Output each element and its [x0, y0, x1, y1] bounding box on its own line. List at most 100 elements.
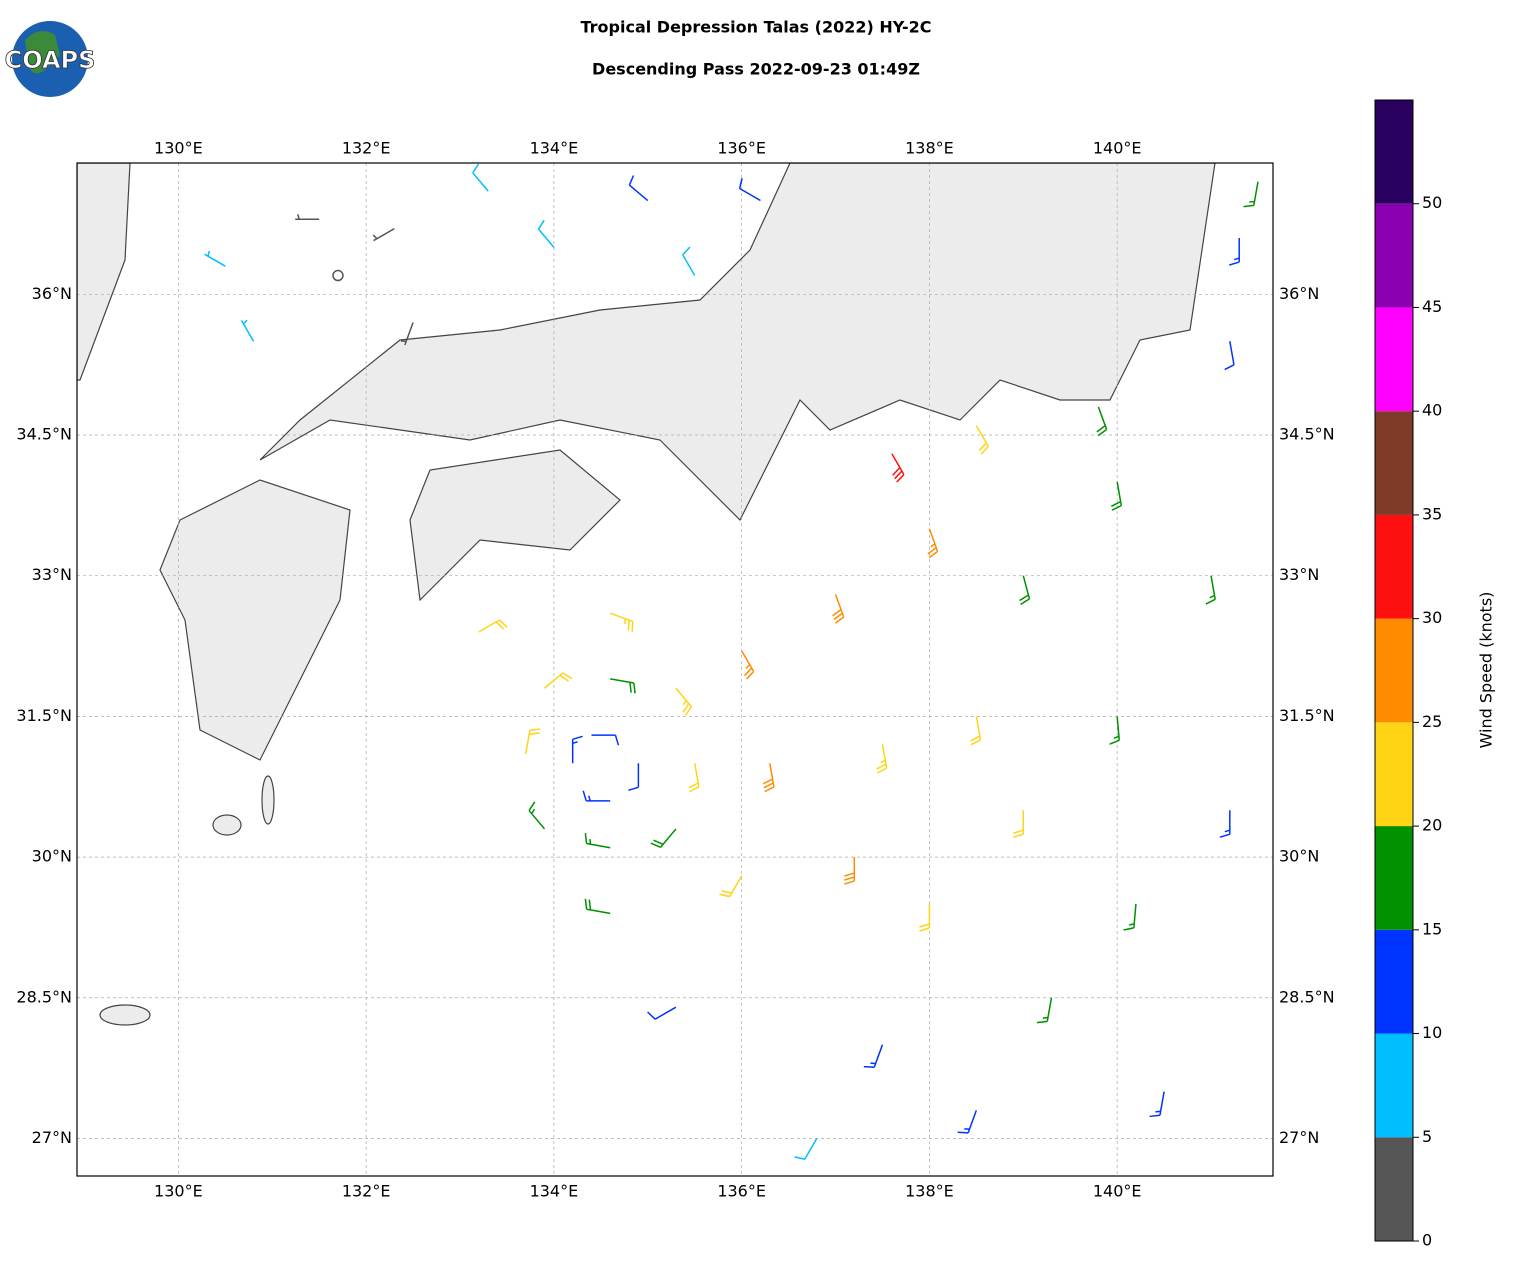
- wind-barb: [1224, 341, 1235, 371]
- x-tick-label: 134°E: [530, 139, 579, 158]
- colorbar-tick-label: 20: [1422, 816, 1442, 835]
- colorbar-segment: [1375, 618, 1413, 723]
- colorbar-segment: [1375, 722, 1413, 827]
- colorbar-tick-label: 10: [1422, 1023, 1442, 1042]
- wind-barb: [584, 898, 611, 915]
- wind-barb: [1149, 1091, 1165, 1118]
- wind-barb: [372, 228, 395, 242]
- y-tick-label: 31.5°N: [1279, 706, 1335, 725]
- kyushu: [159, 479, 351, 761]
- colorbar-tick-label: 30: [1422, 608, 1442, 627]
- colorbar-tick-label: 50: [1422, 193, 1442, 212]
- colorbar: 0 5 10 15 20 25 30 35 40 45 50: [1374, 99, 1442, 1250]
- wind-barb: [891, 453, 905, 483]
- shikoku: [409, 449, 621, 602]
- wind-barb: [675, 687, 692, 716]
- map-frame: [76, 162, 1274, 1177]
- wind-barb: [524, 728, 541, 755]
- wind-barb: [240, 319, 255, 342]
- wind-barb: [738, 178, 761, 202]
- x-tick-label: 132°E: [342, 139, 391, 158]
- wind-barb: [582, 790, 611, 802]
- wind-barb: [1036, 997, 1053, 1024]
- wind-barb: [1123, 903, 1137, 931]
- colorbar-segment: [1375, 826, 1413, 930]
- island: [212, 814, 242, 836]
- y-tick-label: 34.5°N: [16, 425, 72, 444]
- wind-barb: [400, 322, 414, 346]
- colorbar-tick-label: 45: [1422, 297, 1442, 316]
- colorbar-segment: [1375, 411, 1413, 515]
- wind-barb: [610, 678, 636, 694]
- wind-barb: [1205, 575, 1216, 605]
- wind-barb: [647, 1006, 677, 1020]
- x-tick-label: 140°E: [1093, 139, 1142, 158]
- colorbar-segment: [1375, 203, 1413, 308]
- y-tick-label: 34.5°N: [1279, 425, 1335, 444]
- wind-barb: [591, 734, 620, 746]
- colorbar-segment: [1375, 307, 1413, 412]
- wind-barb: [957, 1110, 978, 1134]
- y-tick-label: 36°N: [1279, 284, 1319, 303]
- wind-barb: [609, 612, 634, 632]
- y-tick-label: 28.5°N: [16, 987, 72, 1006]
- logo-text: COAPS: [5, 46, 96, 74]
- wind-barb: [1219, 810, 1231, 838]
- colorbar-segment: [1375, 514, 1413, 619]
- map-layer: [77, 163, 1273, 1176]
- wind-barb: [1013, 810, 1025, 838]
- colorbar-tick-label: 25: [1422, 712, 1442, 731]
- island: [261, 775, 275, 825]
- colorbar-tick-label: 5: [1422, 1127, 1432, 1146]
- wind-barb: [478, 619, 508, 633]
- colorbar-segment: [1375, 1033, 1413, 1138]
- colorbar-segment: [1375, 1137, 1413, 1241]
- wind-barb: [762, 763, 775, 793]
- wind-barb: [472, 163, 489, 192]
- wind-barb: [650, 828, 677, 849]
- x-tick-label: 130°E: [154, 1182, 203, 1201]
- colorbar-tick-label: 15: [1422, 919, 1442, 938]
- x-tick-label: 136°E: [717, 1182, 766, 1201]
- wind-barb: [832, 594, 845, 624]
- x-tick-label: 138°E: [905, 139, 954, 158]
- wind-barb: [295, 214, 320, 221]
- wind-barb: [682, 246, 696, 276]
- wind-barb: [863, 1044, 884, 1068]
- wind-barb: [537, 219, 555, 248]
- x-tick-label: 136°E: [717, 139, 766, 158]
- wind-barb: [844, 857, 856, 885]
- y-tick-label: 27°N: [1279, 1128, 1319, 1147]
- colorbar-segment: [1375, 929, 1413, 1034]
- y-tick-label: 33°N: [1279, 565, 1319, 584]
- colorbar-frame: [1374, 99, 1414, 1242]
- colorbar-label: Wind Speed (knots): [1477, 592, 1496, 749]
- honshu: [259, 163, 1216, 522]
- land: [77, 163, 1216, 1026]
- wind-barb: [975, 425, 989, 455]
- x-tick-label: 134°E: [530, 1182, 579, 1201]
- logo-land: [25, 31, 60, 74]
- wind-barb: [794, 1138, 818, 1160]
- x-tick-label: 138°E: [905, 1182, 954, 1201]
- y-tick-label: 30°N: [32, 847, 72, 866]
- colorbar-tick-label: 40: [1422, 401, 1442, 420]
- wind-barb: [1243, 181, 1259, 208]
- wind-barb: [719, 875, 743, 898]
- wind-barb: [1110, 481, 1123, 511]
- logo: COAPS: [4, 21, 96, 97]
- y-tick-label: 33°N: [32, 565, 72, 584]
- wind-barb: [628, 763, 640, 792]
- x-tick-label: 140°E: [1093, 1182, 1142, 1201]
- wind-barb: [204, 250, 226, 267]
- island: [99, 1004, 151, 1026]
- x-tick-label: 130°E: [154, 139, 203, 158]
- wind-barb: [876, 744, 888, 774]
- x-tick-label: 132°E: [342, 1182, 391, 1201]
- wind-barb: [741, 650, 755, 680]
- wind-barb: [544, 672, 573, 689]
- wind-barb: [1109, 716, 1121, 745]
- y-tick-label: 36°N: [32, 284, 72, 303]
- wind-barb: [688, 763, 700, 793]
